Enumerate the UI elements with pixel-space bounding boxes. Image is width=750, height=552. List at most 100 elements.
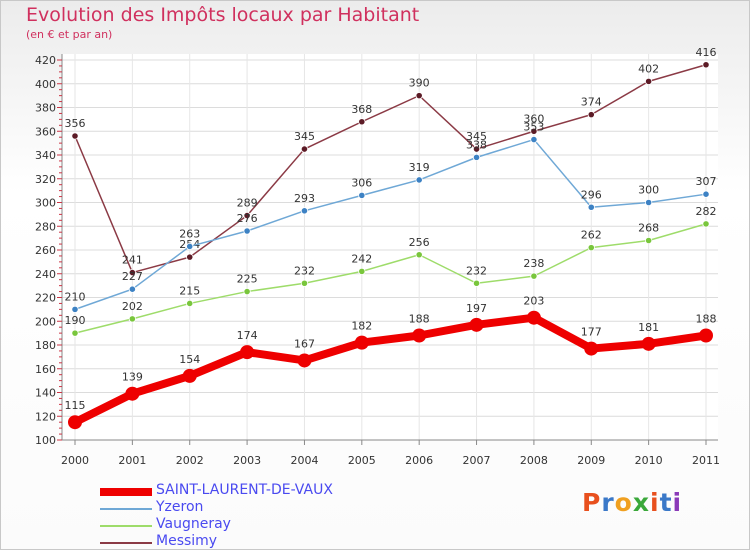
data-point xyxy=(300,145,309,153)
data-point xyxy=(182,368,197,383)
y-tick-label: 280 xyxy=(35,220,56,233)
data-label: 300 xyxy=(638,184,659,197)
data-point xyxy=(530,127,538,135)
data-label: 210 xyxy=(65,290,86,303)
data-point xyxy=(415,251,423,259)
data-point xyxy=(358,191,366,199)
line-chart: 100 120 140 160 180 200 220 240 260 280 300 320 340 3… xyxy=(35,46,720,467)
data-label: 293 xyxy=(294,192,315,205)
data-label: 203 xyxy=(523,295,544,308)
data-point xyxy=(645,198,653,207)
data-point xyxy=(645,77,653,85)
data-label: 307 xyxy=(696,175,717,188)
series-yzeron: 210 227 263 276 293 306 319 338 353 296 300 307 xyxy=(65,121,717,313)
series-line xyxy=(74,64,707,274)
data-point xyxy=(243,227,251,235)
data-point xyxy=(71,329,79,337)
data-point xyxy=(71,132,79,140)
data-label: 139 xyxy=(122,371,143,384)
y-tick-label: 220 xyxy=(35,292,56,305)
y-tick-label: 120 xyxy=(35,410,56,423)
data-label: 374 xyxy=(581,96,602,109)
series-line xyxy=(74,138,707,311)
x-tick-label: 2011 xyxy=(692,454,720,467)
data-label: 345 xyxy=(294,130,315,143)
data-label: 368 xyxy=(351,103,372,116)
data-label: 282 xyxy=(696,205,717,218)
data-point xyxy=(702,190,710,198)
data-label: 256 xyxy=(409,236,430,249)
data-point xyxy=(68,415,82,430)
data-label: 338 xyxy=(466,138,487,151)
data-point xyxy=(128,268,136,277)
y-tick-label: 380 xyxy=(35,102,56,115)
logo-letter: t xyxy=(659,488,673,517)
data-label: 190 xyxy=(65,314,86,327)
series-line xyxy=(74,223,707,334)
data-label: 360 xyxy=(523,112,544,125)
logo-letter: o xyxy=(614,488,633,517)
data-point xyxy=(530,272,538,280)
data-label: 241 xyxy=(122,254,143,267)
y-tick-label: 320 xyxy=(35,173,56,186)
data-point xyxy=(526,310,541,325)
data-point xyxy=(412,328,427,343)
legend-label: SAINT-LAURENT-DE-VAUX xyxy=(156,482,333,498)
y-tick-label: 300 xyxy=(35,197,56,210)
data-point xyxy=(358,118,366,126)
data-point xyxy=(472,153,481,161)
y-tick-label: 420 xyxy=(35,54,56,67)
legend-label: Messimy xyxy=(156,533,218,549)
data-label: 262 xyxy=(581,229,602,242)
data-label: 188 xyxy=(696,313,717,326)
series-vaugneray: 190 202 215 225 232 242 256 232 238 262 268 282 xyxy=(65,205,717,337)
y-tick-label: 100 xyxy=(35,434,56,447)
y-tick-label: 360 xyxy=(35,125,56,138)
data-point xyxy=(587,244,595,252)
y-tick-label: 240 xyxy=(35,268,56,281)
data-point xyxy=(641,336,656,351)
x-tick-label: 2009 xyxy=(577,454,605,467)
data-point xyxy=(186,242,194,251)
plot-area xyxy=(62,54,718,440)
logo-letter: i xyxy=(672,488,683,517)
data-label: 197 xyxy=(466,302,487,315)
data-point xyxy=(702,220,710,228)
data-label: 115 xyxy=(65,399,86,412)
data-label: 177 xyxy=(581,326,602,339)
data-label: 227 xyxy=(122,270,143,283)
series-saint-laurent-de-vaux: 115 139 154 174 167 182 188 197 203 177 181 188 xyxy=(65,295,717,430)
x-tick-label: 2001 xyxy=(118,454,146,467)
data-point xyxy=(186,253,194,261)
y-tick-label: 340 xyxy=(35,149,56,162)
data-point xyxy=(472,279,481,287)
data-label: 202 xyxy=(122,300,143,313)
data-label: 390 xyxy=(409,77,430,90)
data-label: 319 xyxy=(409,161,430,174)
legend-swatch xyxy=(100,488,152,496)
x-tick-label: 2004 xyxy=(290,454,318,467)
data-label: 268 xyxy=(638,222,659,235)
data-label: 263 xyxy=(179,227,200,240)
data-label: 174 xyxy=(237,329,258,342)
data-point xyxy=(530,135,538,144)
data-point xyxy=(699,328,713,343)
data-point xyxy=(243,287,251,296)
y-tick-label: 160 xyxy=(35,363,56,376)
legend-label: Yzeron xyxy=(156,499,204,515)
legend-label: Vaugneray xyxy=(156,516,231,532)
y-tick-label: 140 xyxy=(35,387,56,400)
data-point xyxy=(472,145,481,153)
data-point xyxy=(587,111,595,119)
x-tick-label: 2000 xyxy=(61,454,89,467)
data-label: 289 xyxy=(237,197,258,210)
data-point xyxy=(71,305,79,313)
data-label: 232 xyxy=(466,264,487,277)
data-label: 306 xyxy=(351,176,372,189)
data-label: 232 xyxy=(294,264,315,277)
data-point xyxy=(128,315,136,323)
data-label: 215 xyxy=(179,284,200,297)
data-label: 402 xyxy=(638,62,659,75)
data-point xyxy=(186,299,194,308)
data-point xyxy=(128,285,136,293)
